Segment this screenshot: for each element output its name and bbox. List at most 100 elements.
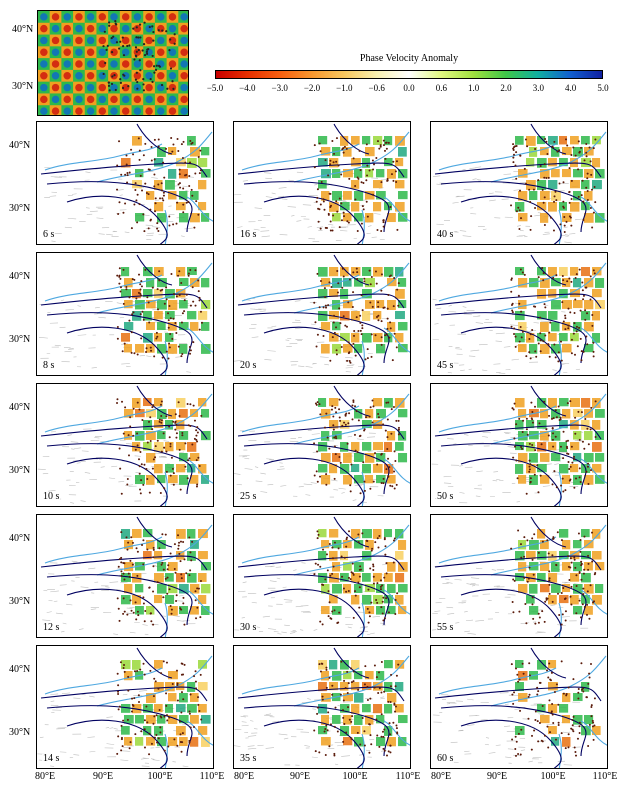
station-dot <box>195 617 198 620</box>
station-dot <box>126 613 129 616</box>
station-dot <box>542 201 545 204</box>
station-dot <box>196 440 199 443</box>
station-dot <box>352 399 355 402</box>
station-dot <box>567 461 570 464</box>
station-dot <box>580 578 583 581</box>
station-dot <box>557 405 560 408</box>
anomaly-patch <box>132 289 141 299</box>
station-dot <box>574 277 577 280</box>
station-dot <box>168 224 171 227</box>
station-dot <box>333 152 336 155</box>
river <box>490 262 607 314</box>
station-dot <box>188 174 191 177</box>
station-dot <box>120 738 123 741</box>
anomaly-patch <box>329 289 339 298</box>
station-dot <box>518 228 521 231</box>
station-dot <box>343 421 346 424</box>
anomaly-patch <box>537 551 547 560</box>
station-dot <box>346 220 349 223</box>
terrain-hatch <box>488 192 494 195</box>
terrain-hatch <box>482 369 488 372</box>
terrain-hatch <box>179 594 184 597</box>
station-dot <box>154 197 157 200</box>
station-dot <box>560 623 563 626</box>
anomaly-patch <box>592 180 602 190</box>
fault-line <box>243 574 390 626</box>
station-dot <box>156 288 159 291</box>
anomaly-patch <box>376 300 385 309</box>
anomaly-patch <box>201 147 210 156</box>
station-dot <box>541 740 544 743</box>
station-dot <box>560 539 563 542</box>
station-dot <box>189 551 192 554</box>
station-dot <box>123 578 126 581</box>
station-dot <box>392 539 395 542</box>
station-dot <box>350 667 353 670</box>
station-dot <box>585 613 588 616</box>
terrain-hatch <box>281 631 287 634</box>
station-dot <box>365 416 368 419</box>
anomaly-patch <box>321 431 330 441</box>
station-dot <box>108 89 111 92</box>
terrain-hatch <box>262 615 270 618</box>
station-dot <box>316 712 319 715</box>
station-dot <box>158 270 161 273</box>
terrain-hatch <box>452 201 459 204</box>
station-dot <box>196 606 199 609</box>
station-dot <box>144 182 147 185</box>
anomaly-patch <box>351 333 360 343</box>
station-dot <box>523 273 526 276</box>
terrain-hatch <box>475 567 483 570</box>
station-dot <box>547 343 550 346</box>
checker-center <box>51 24 60 33</box>
river <box>438 143 557 171</box>
station-dot <box>139 283 142 286</box>
anomaly-patch <box>146 322 155 331</box>
station-dot <box>318 663 321 666</box>
river <box>241 667 360 695</box>
terrain-hatch <box>350 363 355 365</box>
station-dot <box>568 191 571 194</box>
anomaly-patch <box>354 737 364 747</box>
station-dot <box>363 489 366 492</box>
station-dot <box>180 573 183 576</box>
station-dot <box>570 179 573 182</box>
station-dot <box>520 728 523 731</box>
station-dot <box>168 588 171 591</box>
anomaly-patch <box>562 278 571 288</box>
anomaly-patch <box>584 344 594 353</box>
anomaly-patch <box>321 344 330 354</box>
station-dot <box>152 458 155 461</box>
station-dot <box>316 196 319 199</box>
station-dot <box>342 147 345 150</box>
station-dot <box>158 420 161 423</box>
station-dot <box>331 610 334 613</box>
station-dot <box>162 194 165 197</box>
station-dot <box>567 324 570 327</box>
terrain-hatch <box>498 372 506 374</box>
terrain-hatch <box>352 499 357 501</box>
station-dot <box>532 617 535 620</box>
station-dot <box>589 298 592 301</box>
river <box>438 667 557 695</box>
anomaly-patch <box>376 191 386 200</box>
checker-center <box>121 107 130 115</box>
terrain-hatch <box>254 207 263 209</box>
station-dot <box>179 488 182 491</box>
station-dot <box>196 426 199 429</box>
station-dot <box>142 43 146 46</box>
anomaly-patch <box>515 660 524 669</box>
station-dot <box>160 563 163 566</box>
station-dot <box>383 728 386 731</box>
anomaly-patch <box>365 475 374 484</box>
terrain-hatch <box>303 483 313 486</box>
station-dot <box>553 195 556 198</box>
station-dot <box>552 536 555 539</box>
map-panel-12s: 12 s <box>36 514 214 638</box>
station-dot <box>339 461 342 464</box>
anomaly-patch <box>362 726 371 735</box>
station-dot <box>172 483 175 486</box>
map-panel-10s: 10 s <box>36 383 214 507</box>
checker-center <box>75 83 83 92</box>
anomaly-patch <box>201 344 211 354</box>
